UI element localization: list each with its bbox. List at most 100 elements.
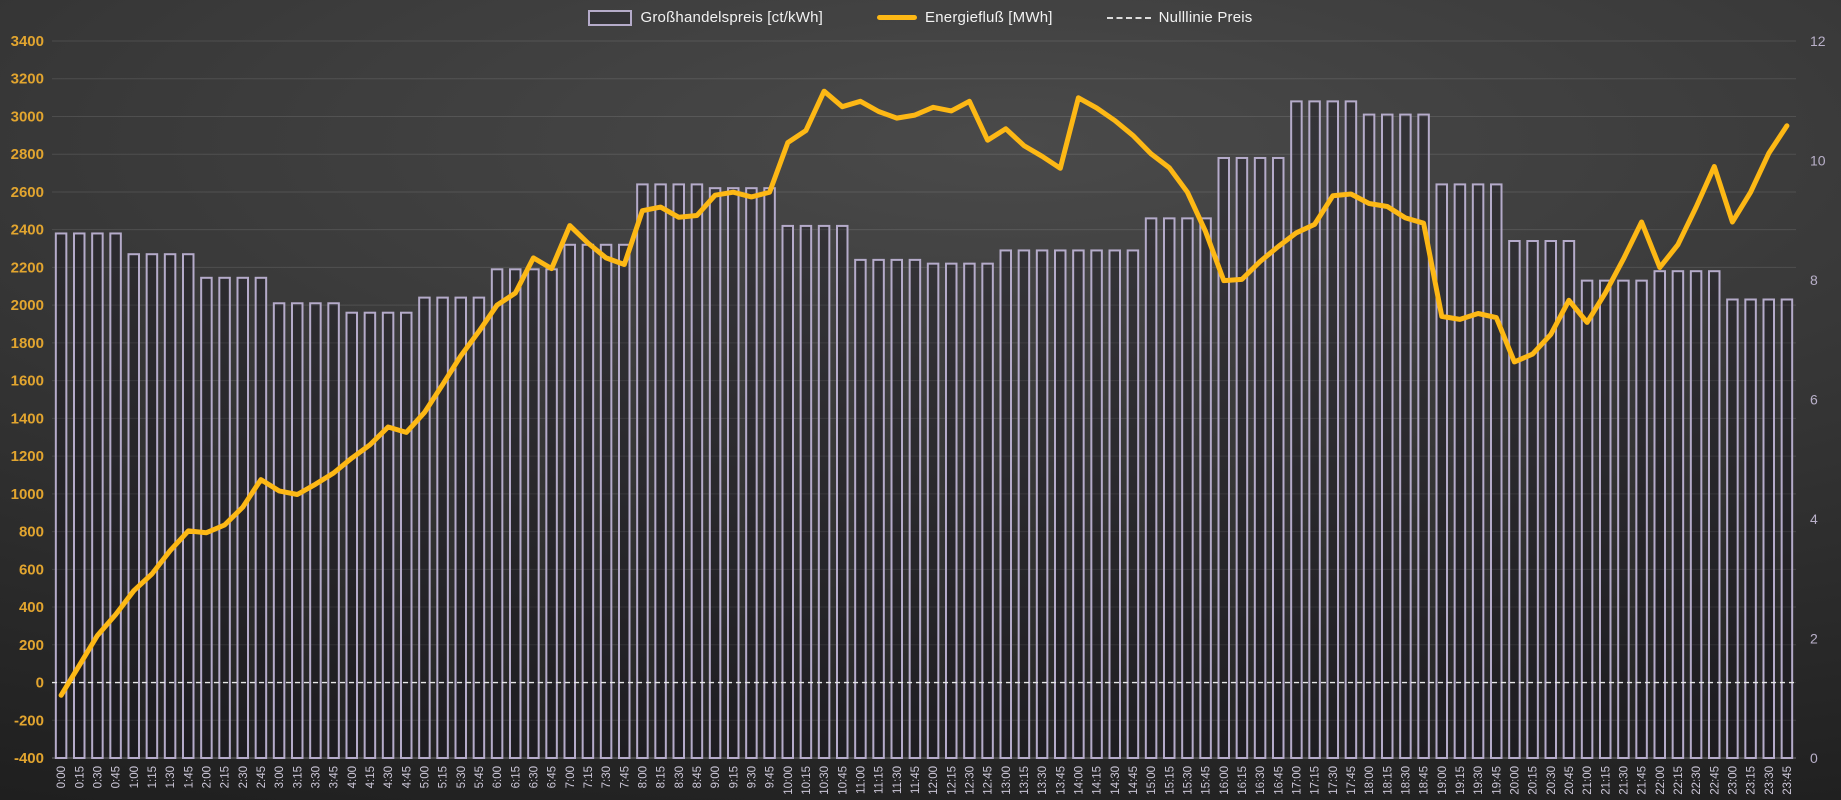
- price-bar[interactable]: [1562, 240, 1576, 760]
- price-bar[interactable]: [345, 311, 358, 759]
- price-bar[interactable]: [581, 243, 595, 760]
- price-bar[interactable]: [1108, 249, 1121, 759]
- energy-flow-line[interactable]: [58, 88, 1790, 698]
- price-bar[interactable]: [272, 302, 286, 759]
- price-bar[interactable]: [963, 262, 976, 759]
- price-bar[interactable]: [91, 232, 104, 760]
- price-bar[interactable]: [327, 302, 340, 759]
- price-bar[interactable]: [1399, 113, 1412, 759]
- price-bar[interactable]: [1780, 298, 1794, 759]
- price-bar[interactable]: [1235, 156, 1249, 760]
- price-bar[interactable]: [163, 253, 177, 759]
- price-bar[interactable]: [1490, 183, 1503, 759]
- price-bar[interactable]: [1471, 183, 1485, 759]
- price-bar[interactable]: [1453, 183, 1467, 759]
- price-bar[interactable]: [690, 183, 704, 759]
- price-bar[interactable]: [1217, 156, 1230, 760]
- price-bar[interactable]: [1144, 217, 1158, 759]
- price-bar[interactable]: [490, 268, 504, 759]
- x-axis-tick-label: 8:00: [637, 766, 649, 788]
- price-bar[interactable]: [418, 296, 431, 759]
- price-bar[interactable]: [1253, 156, 1267, 760]
- price-bar[interactable]: [109, 232, 122, 760]
- price-bar[interactable]: [73, 232, 86, 760]
- price-bar[interactable]: [708, 187, 722, 759]
- price-bar[interactable]: [472, 296, 486, 759]
- price-bar[interactable]: [890, 258, 903, 759]
- price-bar[interactable]: [1181, 217, 1194, 759]
- price-bar[interactable]: [1290, 100, 1303, 759]
- price-bar[interactable]: [1599, 279, 1612, 759]
- price-bar[interactable]: [400, 311, 413, 759]
- price-bar[interactable]: [1617, 279, 1630, 759]
- price-bar[interactable]: [1054, 249, 1067, 759]
- price-bar[interactable]: [1199, 217, 1212, 759]
- price-bar[interactable]: [1635, 279, 1648, 759]
- price-bar[interactable]: [981, 262, 994, 759]
- price-bar[interactable]: [545, 268, 558, 759]
- price-bar[interactable]: [145, 253, 159, 759]
- price-bar[interactable]: [381, 311, 395, 759]
- price-bar[interactable]: [1580, 279, 1594, 759]
- price-bar[interactable]: [1035, 249, 1049, 759]
- price-bar[interactable]: [436, 296, 449, 759]
- price-bar[interactable]: [254, 276, 268, 759]
- price-bar[interactable]: [926, 262, 940, 759]
- price-bar[interactable]: [1272, 156, 1285, 760]
- price-bar[interactable]: [1308, 100, 1321, 759]
- price-bar[interactable]: [1689, 270, 1703, 759]
- price-bar[interactable]: [1381, 113, 1394, 759]
- price-bar[interactable]: [509, 268, 522, 759]
- price-bar[interactable]: [1526, 240, 1539, 760]
- price-bar[interactable]: [1435, 183, 1448, 759]
- price-bar[interactable]: [636, 183, 649, 759]
- price-bar[interactable]: [618, 243, 631, 760]
- price-bar[interactable]: [127, 253, 140, 759]
- price-bar[interactable]: [999, 249, 1012, 759]
- price-bar[interactable]: [854, 258, 867, 759]
- price-bar[interactable]: [1508, 240, 1521, 760]
- price-bar[interactable]: [1126, 249, 1140, 759]
- price-bar[interactable]: [563, 243, 576, 760]
- price-bar[interactable]: [599, 243, 613, 760]
- price-bar[interactable]: [1090, 249, 1103, 759]
- price-bar[interactable]: [1544, 240, 1557, 760]
- price-bar[interactable]: [945, 262, 958, 759]
- price-bar[interactable]: [1671, 270, 1685, 759]
- price-bar[interactable]: [1326, 100, 1339, 759]
- price-bar[interactable]: [781, 224, 794, 759]
- price-bar[interactable]: [799, 224, 813, 759]
- price-bar[interactable]: [908, 258, 922, 759]
- price-bar[interactable]: [236, 276, 249, 759]
- price-bar[interactable]: [1362, 113, 1376, 759]
- price-bar[interactable]: [1653, 270, 1666, 759]
- price-bar[interactable]: [817, 224, 831, 759]
- price-bar[interactable]: [1762, 298, 1775, 759]
- price-bar[interactable]: [727, 187, 740, 759]
- price-bar[interactable]: [363, 311, 377, 759]
- x-axis-tick-label: 4:30: [383, 766, 395, 788]
- price-bar[interactable]: [1744, 298, 1757, 759]
- price-bar[interactable]: [763, 187, 776, 759]
- price-bar[interactable]: [291, 302, 304, 759]
- price-bar[interactable]: [182, 253, 195, 759]
- price-bar[interactable]: [454, 296, 467, 759]
- price-bar[interactable]: [309, 302, 322, 759]
- price-bar[interactable]: [654, 183, 667, 759]
- price-bar[interactable]: [1417, 113, 1430, 759]
- price-bar[interactable]: [1708, 270, 1721, 759]
- right-axis-tick-label: 10: [1810, 153, 1826, 169]
- price-bar[interactable]: [1344, 100, 1358, 759]
- price-bar[interactable]: [1017, 249, 1031, 759]
- price-bar[interactable]: [1163, 217, 1176, 759]
- price-bar[interactable]: [1726, 298, 1739, 759]
- price-bar[interactable]: [672, 183, 685, 759]
- left-axis-tick-label: 1800: [11, 335, 44, 352]
- price-bar[interactable]: [200, 276, 213, 759]
- price-bar[interactable]: [1072, 249, 1085, 759]
- price-bar[interactable]: [745, 187, 758, 759]
- price-bar[interactable]: [836, 224, 849, 759]
- price-bar[interactable]: [54, 232, 68, 760]
- price-bar[interactable]: [527, 268, 540, 759]
- price-bar[interactable]: [872, 258, 885, 759]
